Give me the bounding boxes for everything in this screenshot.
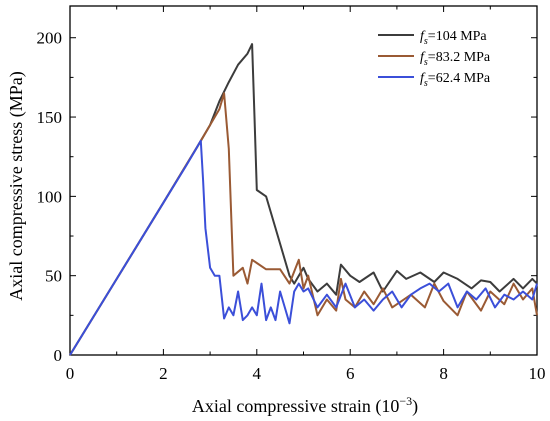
legend-symbol: f xyxy=(420,29,426,44)
series-line-1 xyxy=(69,43,538,356)
x-tick-label: 10 xyxy=(529,364,546,383)
y-tick-label: 50 xyxy=(45,267,62,286)
legend-value: =62.4 MPa xyxy=(428,71,491,86)
axes xyxy=(69,5,538,356)
series-line-3 xyxy=(69,139,538,356)
x-tick-label: 4 xyxy=(253,364,262,383)
x-tick-label: 6 xyxy=(346,364,355,383)
legend-symbol: f xyxy=(420,71,426,86)
plot-lines xyxy=(69,43,538,356)
legend-item-3: fs=62.4 MPa xyxy=(378,71,491,89)
legend-label: fs=62.4 MPa xyxy=(420,71,491,89)
y-tick-label: 150 xyxy=(37,108,63,127)
legend-subscript: s xyxy=(424,36,428,47)
y-tick-label: 200 xyxy=(37,29,63,48)
legend-item-1: fs=104 MPa xyxy=(378,29,487,47)
legend-symbol: f xyxy=(420,50,426,65)
x-axis-title-exponent: −3 xyxy=(399,394,412,408)
y-tick-label: 100 xyxy=(37,187,63,206)
legend-label: fs=104 MPa xyxy=(420,29,487,47)
x-tick-label: 0 xyxy=(66,364,75,383)
x-axis-title-main: Axial compressive strain (10 xyxy=(192,396,399,417)
series-line-2 xyxy=(69,92,538,356)
x-tick-label: 8 xyxy=(439,364,448,383)
legend-subscript: s xyxy=(424,57,428,68)
legend-subscript: s xyxy=(424,78,428,89)
y-axis-title: Axial compressive stress (MPa) xyxy=(6,71,27,300)
legend-label: fs=83.2 MPa xyxy=(420,50,491,68)
legend-value: =83.2 MPa xyxy=(428,50,491,65)
x-axis-title: Axial compressive strain (10−3) xyxy=(192,394,418,417)
legend-item-2: fs=83.2 MPa xyxy=(378,50,491,68)
y-tick-label: 0 xyxy=(54,346,63,365)
legend-value: =104 MPa xyxy=(428,29,488,44)
x-tick-label: 2 xyxy=(159,364,168,383)
x-axis-title-suffix: ) xyxy=(412,396,418,417)
